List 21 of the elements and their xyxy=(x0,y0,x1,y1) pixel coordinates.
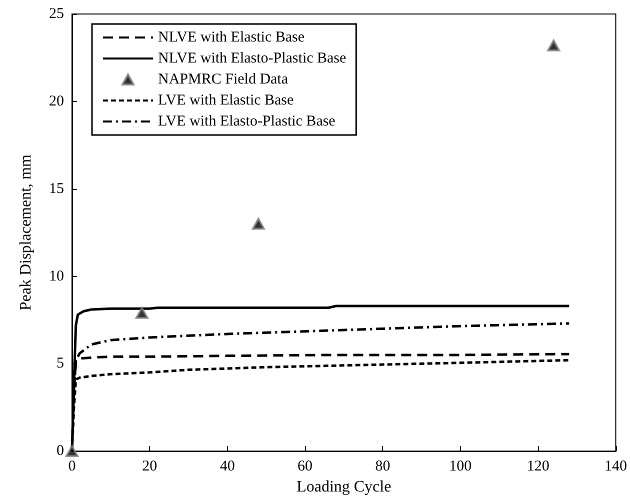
y-axis-title: Peak Displacement, mm xyxy=(18,154,34,311)
legend-label: LVE with Elasto-Plastic Base xyxy=(158,114,336,130)
y-tick-label: 15 xyxy=(49,180,64,197)
x-tick-label: 140 xyxy=(604,458,627,475)
x-tick-label: 20 xyxy=(142,458,158,475)
x-tick-label: 60 xyxy=(298,458,313,475)
x-tick-label: 100 xyxy=(449,458,472,475)
x-axis-title: Loading Cycle xyxy=(296,478,392,496)
y-tick-label: 10 xyxy=(49,268,64,284)
y-tick-label: 25 xyxy=(49,6,64,22)
y-tick-label: 5 xyxy=(56,356,64,372)
legend-label: LVE with Elastic Base xyxy=(158,92,294,108)
x-tick-label: 80 xyxy=(375,458,390,475)
x-tick-label: 120 xyxy=(526,458,550,475)
legend-label: NAPMRC Field Data xyxy=(158,72,288,88)
legend-label: NLVE with Elastic Base xyxy=(158,30,305,46)
legend-label: NLVE with Elasto-Plastic Base xyxy=(158,50,347,66)
x-tick-label: 0 xyxy=(68,458,76,475)
x-tick-label: 40 xyxy=(220,458,235,475)
y-tick-label: 20 xyxy=(49,93,64,110)
y-tick-label: 0 xyxy=(56,443,64,460)
